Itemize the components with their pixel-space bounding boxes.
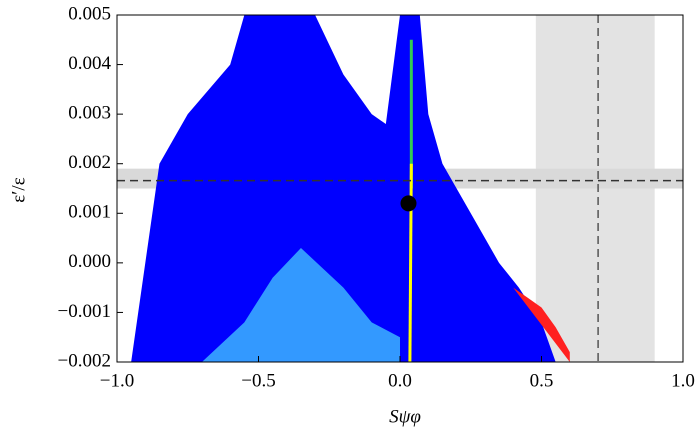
y-tick-label: −0.002: [58, 350, 111, 371]
x-tick-label: −1.0: [100, 370, 134, 391]
point-line: [408, 163, 413, 362]
x-tick-label: 0.0: [388, 370, 412, 391]
x-tick-label: 1.0: [671, 370, 695, 391]
y-tick-label: 0.005: [68, 3, 111, 24]
x-tick-label: 0.5: [530, 370, 554, 391]
x-axis-label: Sψφ: [389, 406, 421, 427]
x-tick-label: −0.5: [241, 370, 275, 391]
y-tick-label: 0.000: [68, 251, 111, 272]
y-tick-label: 0.002: [68, 152, 111, 173]
y-tick-label: 0.001: [68, 202, 111, 223]
plot: [117, 15, 683, 362]
point-cloud: [131, 15, 556, 362]
y-tick-label: 0.003: [68, 103, 111, 124]
y-tick-label: −0.001: [58, 301, 111, 322]
point-cloud: [201, 247, 400, 362]
point: [400, 195, 417, 212]
y-tick-label: 0.004: [68, 53, 111, 74]
y-axis-label: ε′/ε: [8, 177, 29, 202]
point-cloud: [513, 287, 570, 362]
